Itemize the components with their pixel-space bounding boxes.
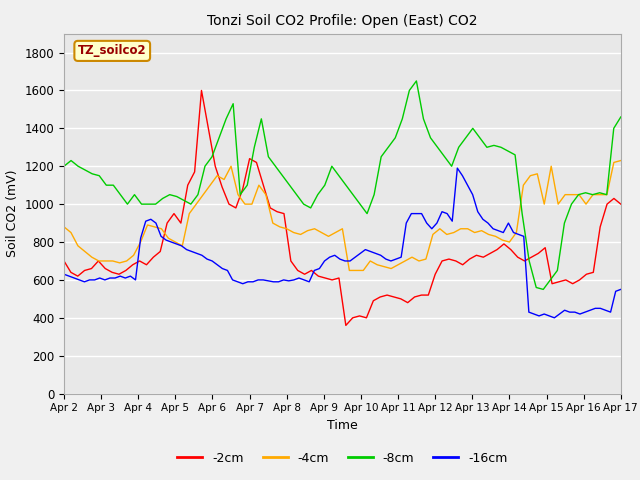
-8cm bbox=[60, 163, 68, 169]
-16cm bbox=[454, 165, 461, 171]
Title: Tonzi Soil CO2 Profile: Open (East) CO2: Tonzi Soil CO2 Profile: Open (East) CO2 bbox=[207, 14, 477, 28]
-4cm bbox=[415, 258, 423, 264]
-16cm bbox=[331, 252, 339, 258]
-16cm bbox=[550, 315, 558, 321]
-16cm bbox=[316, 265, 323, 271]
-4cm bbox=[373, 262, 381, 268]
-8cm bbox=[448, 163, 456, 169]
X-axis label: Time: Time bbox=[327, 419, 358, 432]
-2cm bbox=[507, 247, 515, 252]
-2cm bbox=[191, 169, 198, 175]
Text: TZ_soilco2: TZ_soilco2 bbox=[78, 44, 147, 58]
-4cm bbox=[547, 163, 555, 169]
Legend: -2cm, -4cm, -8cm, -16cm: -2cm, -4cm, -8cm, -16cm bbox=[172, 447, 513, 469]
-16cm bbox=[617, 287, 625, 292]
-2cm bbox=[225, 201, 233, 207]
-4cm bbox=[520, 182, 527, 188]
-4cm bbox=[346, 267, 353, 273]
-2cm bbox=[617, 201, 625, 207]
Line: -16cm: -16cm bbox=[64, 168, 621, 318]
-2cm bbox=[198, 87, 205, 93]
Line: -8cm: -8cm bbox=[64, 81, 621, 289]
-8cm bbox=[307, 205, 314, 211]
-8cm bbox=[617, 114, 625, 120]
-8cm bbox=[392, 135, 399, 141]
Line: -4cm: -4cm bbox=[64, 160, 621, 270]
-8cm bbox=[413, 78, 420, 84]
Y-axis label: Soil CO2 (mV): Soil CO2 (mV) bbox=[6, 170, 19, 257]
-4cm bbox=[568, 192, 576, 198]
-2cm bbox=[342, 323, 349, 328]
-4cm bbox=[477, 228, 485, 234]
-2cm bbox=[328, 277, 336, 283]
-2cm bbox=[521, 258, 529, 264]
-16cm bbox=[591, 305, 599, 311]
-16cm bbox=[459, 173, 467, 179]
-8cm bbox=[568, 201, 575, 207]
-8cm bbox=[427, 135, 435, 141]
-16cm bbox=[60, 271, 68, 277]
-8cm bbox=[399, 116, 406, 122]
-4cm bbox=[617, 157, 625, 163]
-16cm bbox=[223, 267, 231, 273]
-16cm bbox=[612, 288, 620, 294]
Line: -2cm: -2cm bbox=[64, 90, 621, 325]
-8cm bbox=[540, 287, 547, 292]
-4cm bbox=[60, 224, 68, 230]
-2cm bbox=[218, 184, 226, 190]
-2cm bbox=[60, 258, 68, 264]
